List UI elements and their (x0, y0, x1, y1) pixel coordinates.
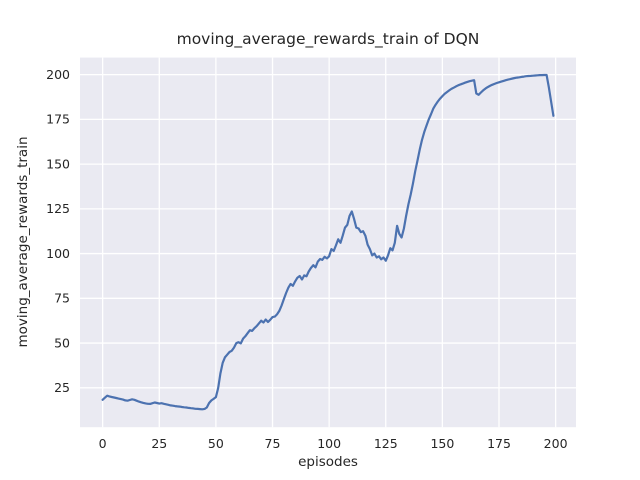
y-tick-label: 175 (46, 112, 70, 127)
chart-title: moving_average_rewards_train of DQN (177, 30, 480, 49)
x-tick-label: 100 (317, 436, 341, 451)
y-tick-label: 200 (46, 67, 70, 82)
grid-lines (80, 57, 576, 428)
x-tick-label: 200 (544, 436, 568, 451)
y-tick-label: 125 (46, 201, 70, 216)
x-tick-label: 0 (99, 436, 107, 451)
x-tick-label: 125 (374, 436, 398, 451)
x-tick-label: 75 (265, 436, 281, 451)
plot-area (80, 57, 576, 428)
y-axis-label: moving_average_rewards_train (15, 136, 31, 347)
x-tick-label: 25 (151, 436, 167, 451)
y-tick-label: 25 (54, 380, 70, 395)
y-tick-label: 50 (54, 335, 70, 350)
x-axis-tick-labels: 0 25 50 75 100 125 150 175 200 (99, 436, 568, 451)
y-axis-tick-labels: 25 50 75 100 125 150 175 200 (46, 67, 70, 395)
y-tick-label: 100 (46, 246, 70, 261)
y-tick-label: 75 (54, 291, 70, 306)
x-axis-label: episodes (298, 454, 358, 470)
x-tick-label: 150 (430, 436, 454, 451)
y-tick-label: 150 (46, 156, 70, 171)
x-tick-label: 175 (487, 436, 511, 451)
x-tick-label: 50 (208, 436, 224, 451)
line-series-dqn-rewards (101, 73, 555, 411)
